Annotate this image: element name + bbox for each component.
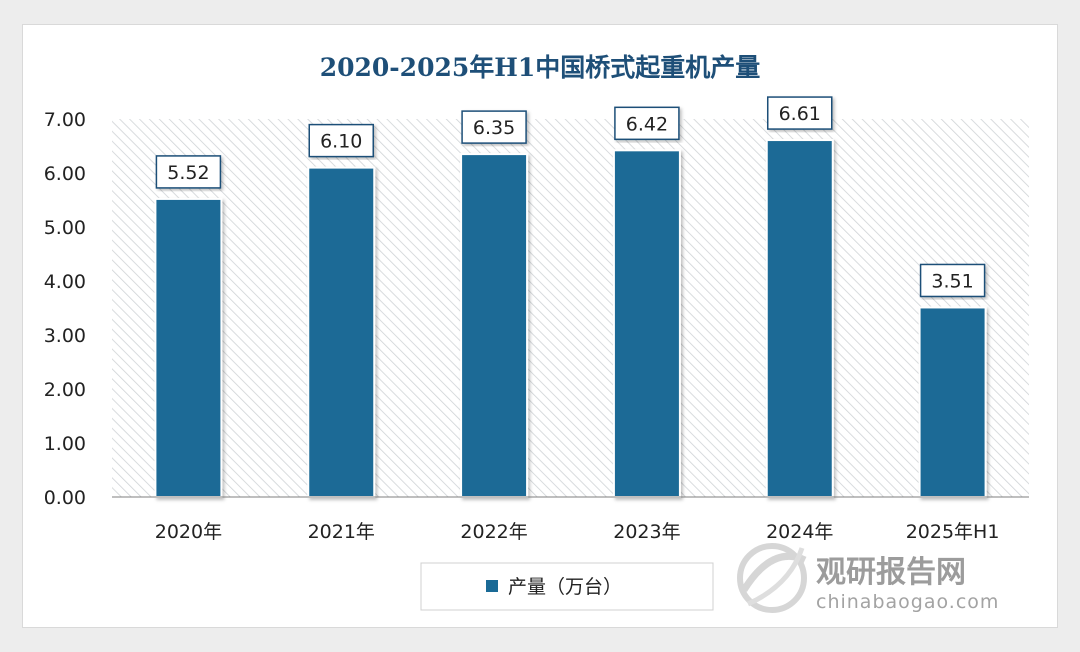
data-label: 6.10 [320, 131, 362, 153]
bar [154, 197, 223, 498]
legend-label: 产量（万台） [508, 576, 622, 598]
data-label-box [461, 110, 527, 144]
y-tick-label: 6.00 [44, 163, 86, 185]
x-tick-label: 2024年 [766, 521, 833, 543]
x-axis: 2020年 2021年 2022年 2023年 2024年 2025年H1 [112, 496, 1029, 543]
y-tick-label: 3.00 [44, 325, 86, 347]
globe-logo-icon [737, 543, 807, 613]
x-tick-label: 2020年 [155, 521, 222, 543]
y-tick-label: 0.00 [44, 487, 86, 509]
bar [307, 166, 376, 498]
legend-box [420, 562, 714, 611]
data-label: 3.51 [931, 270, 973, 292]
data-label-box [614, 106, 680, 141]
data-label-box [767, 96, 833, 130]
bar [612, 149, 681, 498]
legend-swatch [486, 580, 498, 592]
watermark-name: 观研报告网 [816, 555, 966, 590]
x-tick-label: 2023年 [613, 521, 680, 543]
watermark-url: chinabaogao.com [816, 591, 999, 613]
legend: 产量（万台） [420, 562, 714, 611]
y-tick-label: 1.00 [44, 433, 86, 455]
y-tick-label: 4.00 [44, 271, 86, 293]
bar [918, 306, 987, 498]
y-tick-label: 5.00 [44, 217, 86, 239]
x-tick-label: 2021年 [308, 521, 375, 543]
bar-series [154, 139, 987, 498]
y-axis: 0.00 1.00 2.00 3.00 4.00 5.00 6.00 7.00 [44, 109, 86, 509]
x-tick-label: 2022年 [460, 521, 527, 543]
data-label-box [155, 155, 222, 189]
chart-title: 2020-2025年H1中国桥式起重机产量 [320, 53, 761, 82]
data-label-box [919, 263, 986, 298]
data-label: 6.35 [473, 117, 515, 139]
watermark: 观研报告网 chinabaogao.com [737, 543, 999, 613]
data-label: 6.61 [779, 103, 821, 125]
data-label-box [308, 123, 374, 158]
data-labels: 5.52 6.10 6.35 6.42 6.61 3.51 [155, 96, 986, 298]
y-tick-label: 7.00 [44, 109, 86, 131]
bar [460, 153, 529, 498]
data-label: 5.52 [167, 162, 209, 184]
bar [765, 139, 834, 498]
plot-background [112, 119, 1029, 497]
data-label: 6.42 [626, 113, 668, 135]
y-tick-label: 2.00 [44, 379, 86, 401]
x-tick-label: 2025年H1 [906, 521, 1000, 543]
